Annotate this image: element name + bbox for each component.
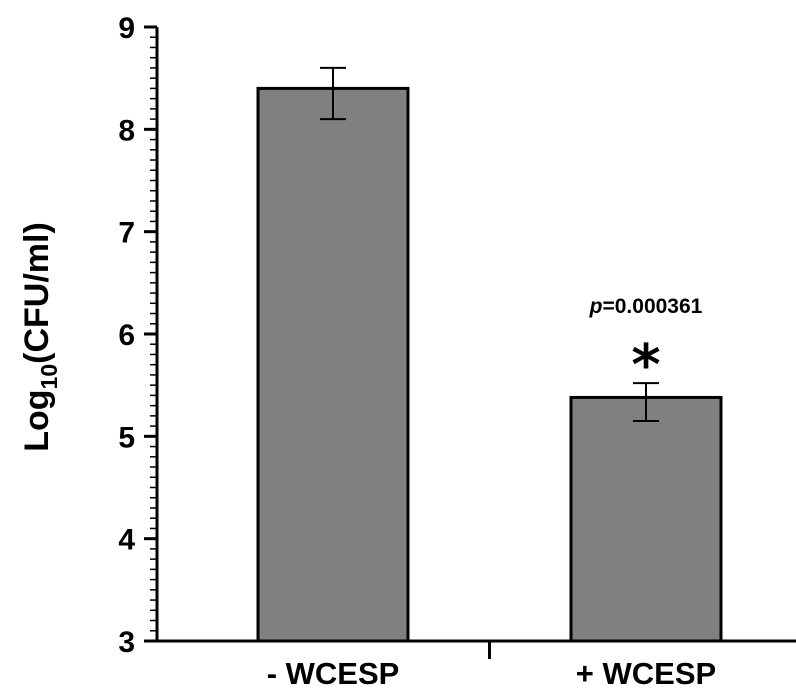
p-value-annotation: p=0.000361 bbox=[589, 295, 703, 318]
y-tick-label: 5 bbox=[118, 421, 135, 454]
bar-1 bbox=[256, 86, 410, 643]
y-axis-title-suffix: (CFU/ml) bbox=[18, 222, 56, 364]
y-tick-label: 4 bbox=[118, 524, 135, 557]
y-tick-label: 6 bbox=[118, 319, 135, 352]
x-category-label: + WCESP bbox=[576, 656, 716, 691]
p-value-symbol: p bbox=[589, 295, 603, 318]
y-tick-label: 3 bbox=[118, 626, 135, 659]
significance-star: * bbox=[631, 333, 660, 398]
y-axis-title-subscript: 10 bbox=[36, 364, 62, 390]
error-bar-1 bbox=[320, 66, 346, 121]
error-bar-2 bbox=[633, 382, 659, 422]
y-axis-title-prefix: Log bbox=[18, 389, 56, 451]
y-tick-label: 9 bbox=[118, 12, 135, 45]
y-tick-label: 8 bbox=[118, 114, 135, 147]
y-axis-title: Log10(CFU/ml) bbox=[18, 222, 62, 452]
bar-2 bbox=[569, 395, 723, 643]
plot-area: 3 4 5 6 7 8 9 - WCESP + WCESP p=0.000361 * bbox=[118, 12, 796, 691]
y-axis-title-text: Log10(CFU/ml) bbox=[18, 222, 62, 452]
x-category-label: - WCESP bbox=[267, 656, 400, 691]
y-tick-label: 7 bbox=[118, 217, 135, 250]
p-value-number: =0.000361 bbox=[602, 295, 702, 318]
